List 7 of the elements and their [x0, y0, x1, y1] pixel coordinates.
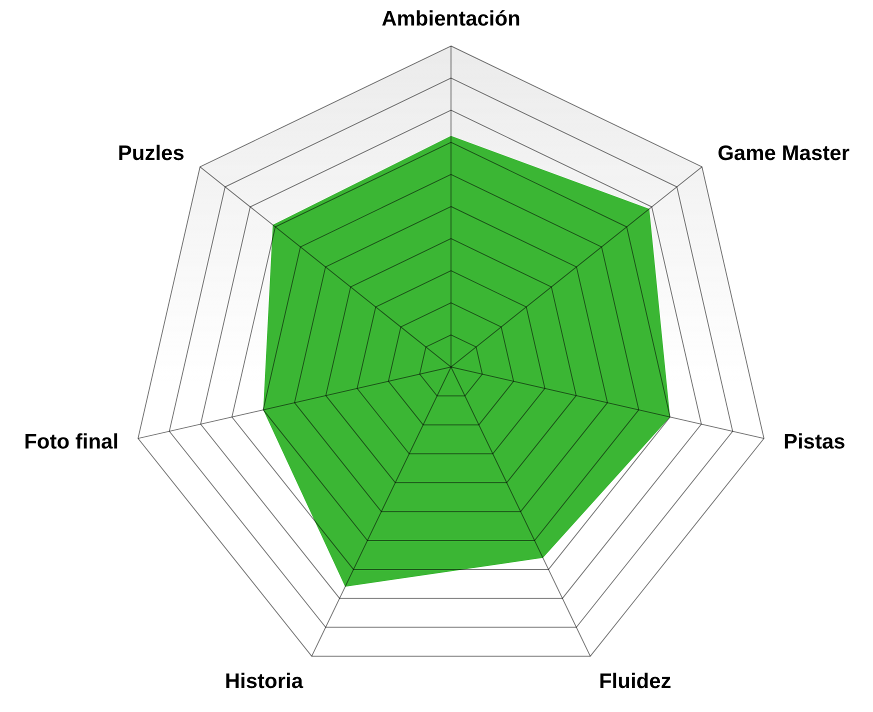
spoke-label: Fluidez: [598, 670, 672, 693]
spoke-label: Foto final: [24, 430, 119, 454]
spoke-label: Game Master: [718, 142, 850, 165]
spoke-label: Ambientación: [382, 8, 520, 31]
spoke-label: Puzles: [118, 142, 184, 165]
spoke-label: Historia: [224, 670, 304, 693]
spoke-label: Pistas: [783, 430, 846, 454]
